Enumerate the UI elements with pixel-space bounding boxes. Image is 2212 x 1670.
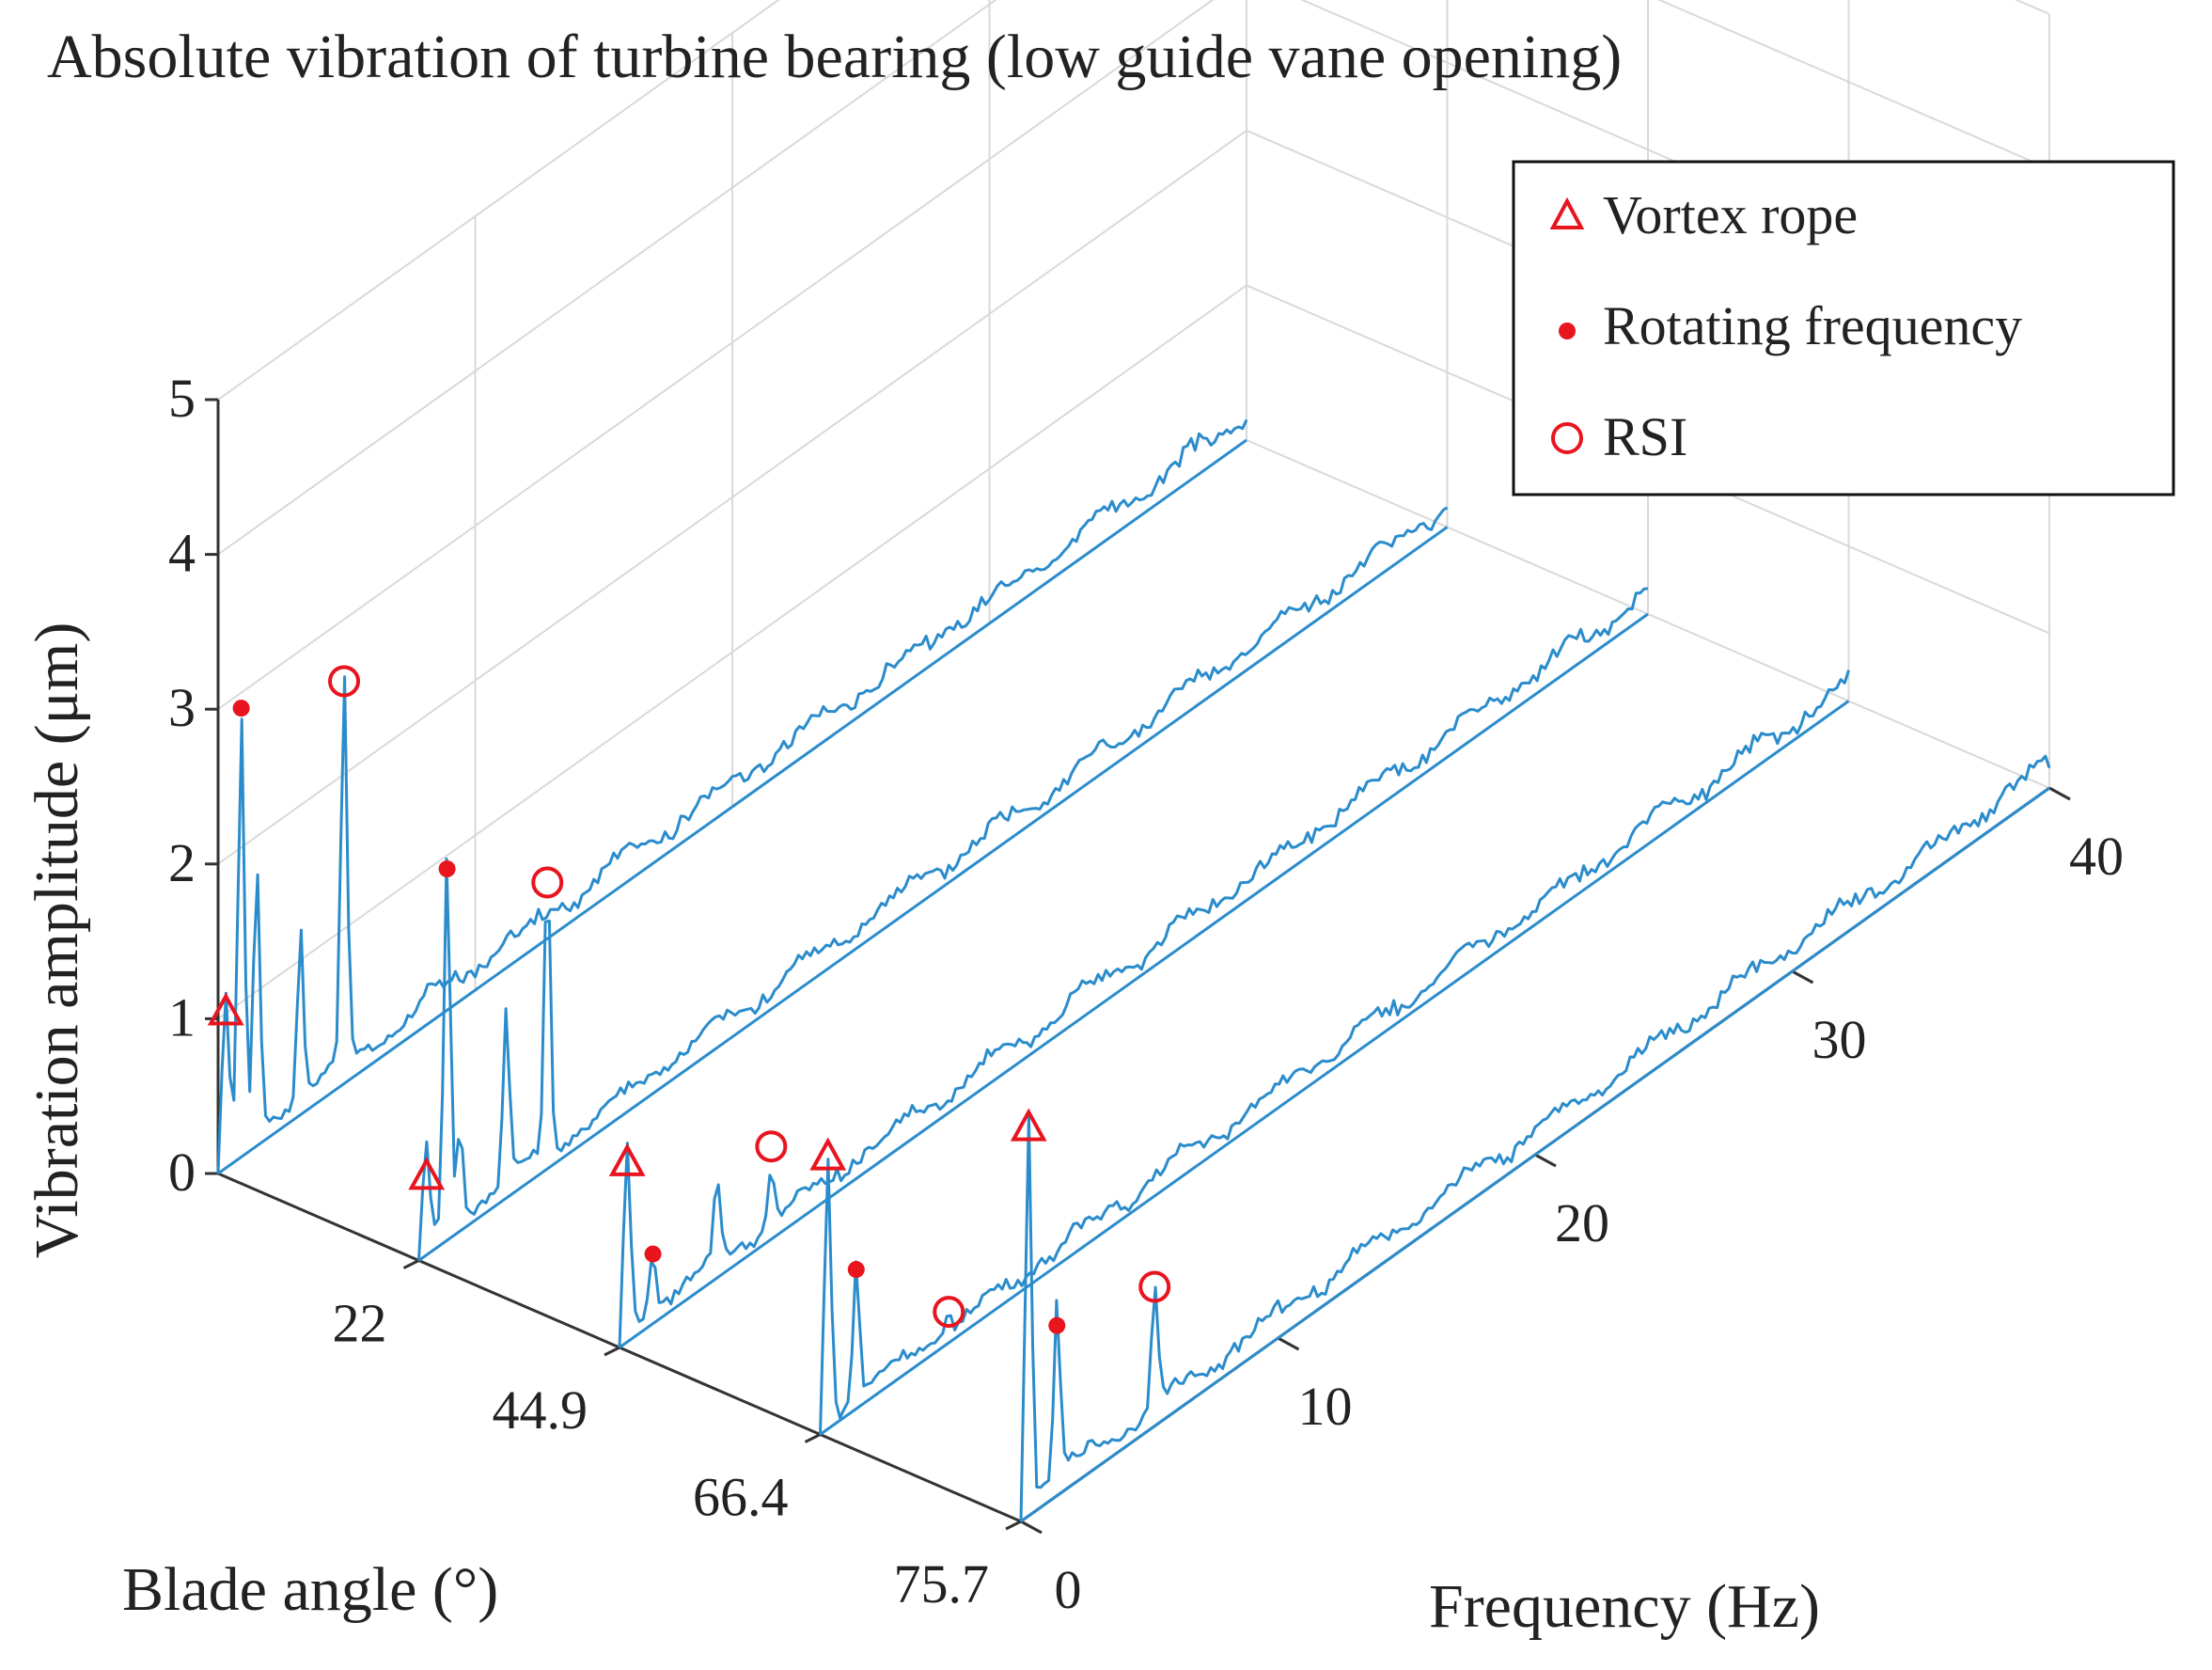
rotating-frequency-marker — [1048, 1316, 1066, 1334]
y-tick-label: 22 — [333, 1293, 387, 1354]
legend-label-vortex-rope: Vortex rope — [1603, 184, 1858, 245]
y-tick-label: 66.4 — [693, 1467, 789, 1528]
series-floor-line — [619, 612, 1649, 1349]
z-tick-label: 0 — [168, 1142, 196, 1203]
vortex-rope-marker — [608, 1142, 646, 1176]
legend-box — [1512, 160, 2175, 496]
z-tick-label: 1 — [168, 986, 196, 1048]
x-tick-label: 10 — [1298, 1376, 1353, 1437]
series-line-first angle — [216, 418, 1248, 1174]
x-tick — [1791, 969, 1814, 985]
vortex-rope-marker — [408, 1157, 446, 1190]
grid-line-z — [1656, 0, 2050, 170]
z-tick-label: 5 — [168, 368, 196, 429]
marker-layer — [207, 665, 1171, 1334]
y-tick-label: 75.7 — [894, 1553, 990, 1615]
x-tick — [1277, 1336, 1300, 1351]
x-tick — [1534, 1153, 1557, 1168]
rotating-frequency-marker — [232, 700, 250, 717]
series-floor-line — [417, 526, 1449, 1262]
legend-triangle-icon — [1549, 197, 1585, 229]
series-floor-line — [217, 438, 1247, 1175]
x-tick-label: 20 — [1555, 1192, 1609, 1253]
series-line-75.7 — [1019, 754, 2051, 1522]
x-tick — [2048, 786, 2071, 801]
z-axis-label: Vibration amplitude (μm) — [23, 622, 91, 1259]
vortex-rope-marker — [809, 1137, 847, 1171]
y-tick — [402, 1259, 420, 1269]
x-tick-label: 0 — [1055, 1559, 1082, 1620]
legend-dot-icon — [1559, 323, 1576, 339]
legend-label-rsi: RSI — [1603, 406, 1687, 467]
vortex-rope-marker — [1010, 1108, 1047, 1142]
series-floor-line — [1020, 786, 2050, 1523]
rotating-frequency-marker — [438, 860, 456, 878]
x-tick-label: 30 — [1812, 1009, 1867, 1070]
legend-circle-icon — [1551, 422, 1583, 454]
y-tick — [604, 1346, 620, 1357]
rsi-marker — [1138, 1270, 1171, 1303]
vortex-rope-marker — [207, 992, 244, 1026]
rsi-marker — [328, 665, 361, 698]
series-floor-line — [819, 700, 1850, 1436]
y-tick — [804, 1433, 822, 1443]
y-tick — [1005, 1520, 1022, 1531]
series-line-22 — [417, 506, 1449, 1261]
y-tick-label: 44.9 — [493, 1379, 588, 1441]
z-tick-label: 3 — [168, 677, 196, 738]
y-axis-label: Blade angle (°) — [122, 1555, 498, 1624]
x-axis-label: Frequency (Hz) — [1429, 1572, 1820, 1641]
rsi-marker — [755, 1130, 788, 1163]
legend: Vortex rope Rotating frequency RSI — [1512, 160, 2175, 496]
rotating-frequency-marker — [644, 1245, 662, 1263]
rsi-marker — [531, 866, 564, 899]
legend-label-rotating-frequency: Rotating frequency — [1603, 295, 2022, 356]
z-tick-label: 2 — [168, 832, 196, 893]
chart-title: Absolute vibration of turbine bearing (l… — [47, 23, 1622, 91]
rotating-frequency-marker — [847, 1261, 865, 1279]
rsi-marker — [933, 1296, 965, 1329]
z-tick-label: 4 — [168, 523, 196, 584]
series-line-44.9 — [618, 587, 1649, 1348]
x-tick-label: 40 — [2069, 826, 2124, 887]
series-layer — [216, 418, 2051, 1523]
x-tick — [1020, 1520, 1043, 1535]
series-line-66.4 — [819, 670, 1850, 1435]
